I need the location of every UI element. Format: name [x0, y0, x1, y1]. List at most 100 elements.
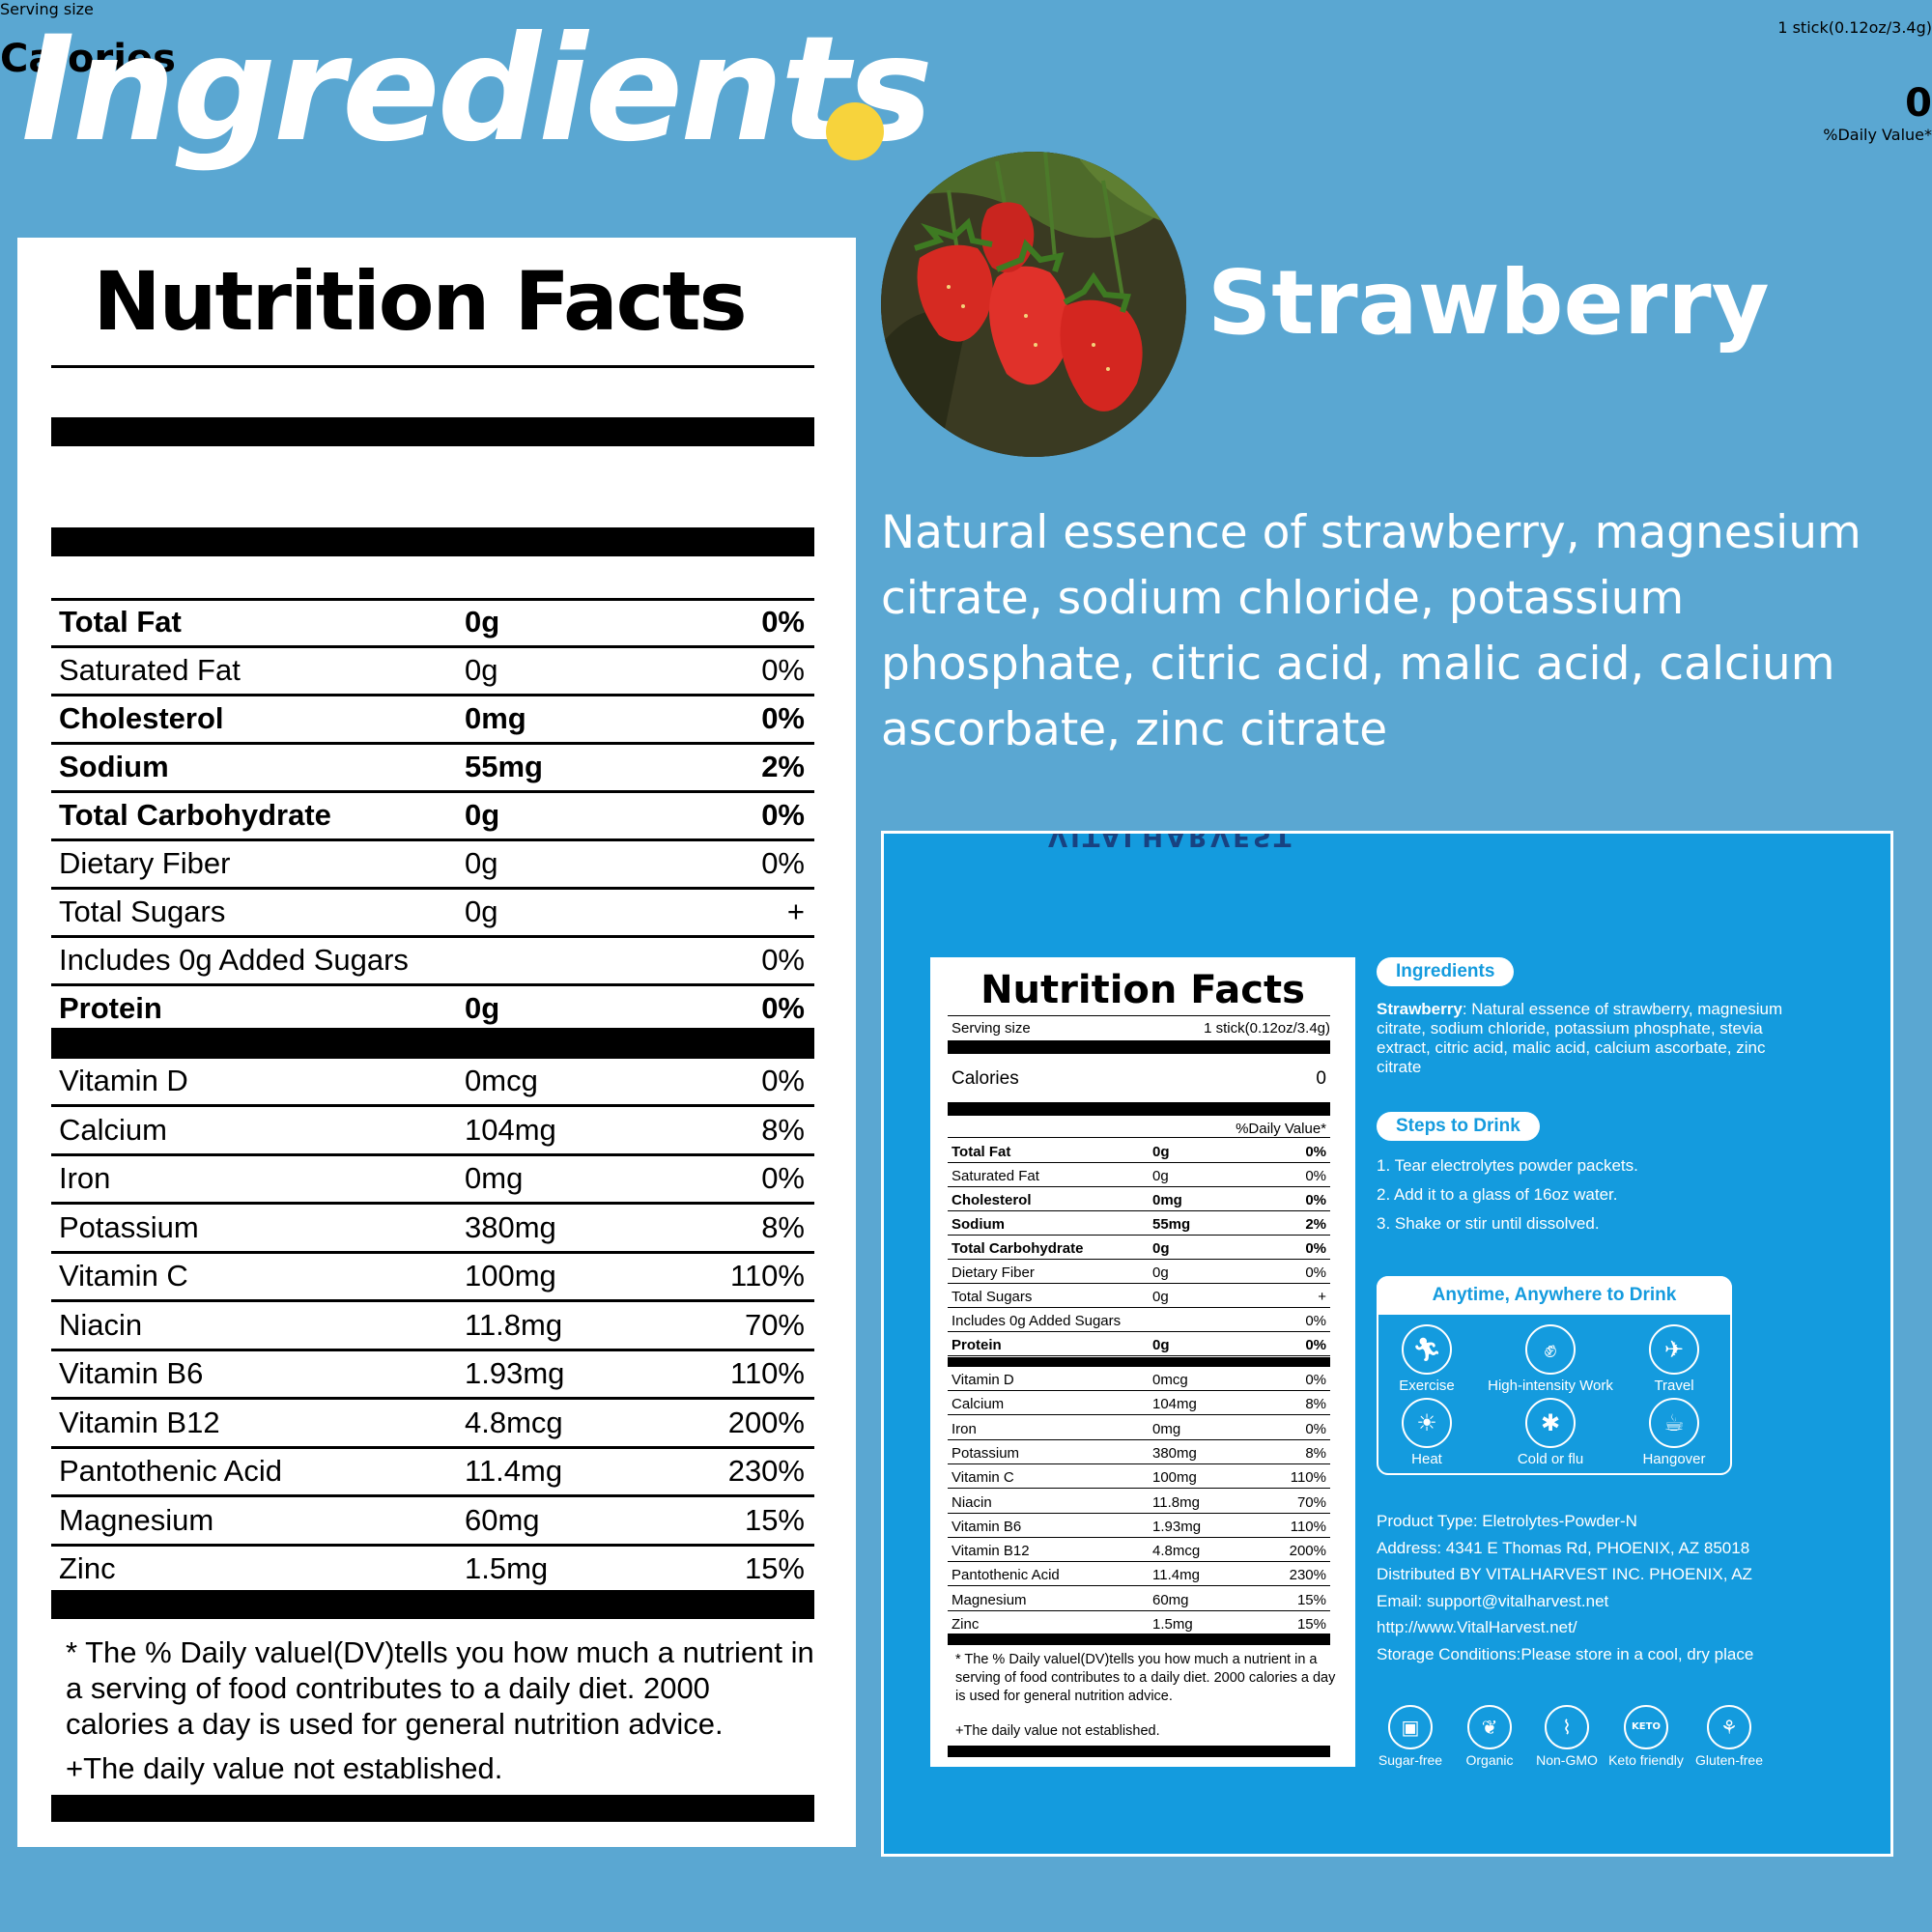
nutrient-row: Saturated Fat 0g 0%	[948, 1163, 1330, 1187]
rule-thick	[948, 1357, 1330, 1367]
nutrient-amount: 4.8mcg	[465, 1405, 563, 1439]
nutrient-amount: 60mg	[465, 1502, 540, 1537]
nutrient-daily-value: 200%	[1289, 1543, 1326, 1560]
box-flavor-name: Strawberry	[1377, 1000, 1463, 1018]
nutrient-amount: 0g	[1152, 1337, 1170, 1353]
nutrient-amount: 1.5mg	[465, 1551, 549, 1585]
plane-icon: ✈︎	[1649, 1324, 1699, 1375]
box-ingredients-list: : Natural essence of strawberry, magnesi…	[1377, 1000, 1783, 1076]
box-footnote-dv: +The daily value not established.	[955, 1723, 1160, 1739]
muscle-icon: ✊︎	[1525, 1324, 1576, 1375]
box-serving-label: Serving size	[952, 1020, 1031, 1037]
serving-size-label: Serving size	[0, 0, 94, 18]
nutrient-amount: 380mg	[1152, 1444, 1197, 1462]
anytime-panel: Anytime, Anywhere to Drink 🏃︎ Exercise ✊…	[1377, 1276, 1732, 1475]
nutrient-row: Includes 0g Added Sugars 0%	[948, 1308, 1330, 1332]
rule	[51, 598, 814, 601]
nutrient-name: Magnesium	[59, 1502, 214, 1537]
nutrient-name: Niacin	[59, 1307, 143, 1342]
rule-thick	[948, 1040, 1330, 1054]
nutrient-daily-value: 0%	[1305, 1264, 1326, 1281]
nutrient-name: Total Sugars	[952, 1289, 1033, 1305]
nutrient-daily-value: 0%	[761, 943, 805, 977]
rule-thick	[948, 1746, 1330, 1757]
storage-conditions: Storage Conditions:Please store in a coo…	[1377, 1645, 1754, 1663]
nutrient-name: Total Carbohydrate	[59, 798, 331, 832]
nutrient-row: Includes 0g Added Sugars 0%	[51, 938, 814, 986]
step-3: 3. Shake or stir until dissolved.	[1377, 1214, 1600, 1233]
nutrient-name: Total Carbohydrate	[952, 1240, 1084, 1257]
nutrient-row: Magnesium 60mg 15%	[948, 1587, 1330, 1611]
sugar-cube-icon: ▣	[1388, 1705, 1433, 1749]
nutrient-daily-value: 8%	[1305, 1444, 1326, 1462]
nutrient-daily-value: 0%	[1305, 1240, 1326, 1257]
use-label: Hangover	[1642, 1451, 1706, 1467]
nutrient-daily-value: 0%	[761, 1161, 805, 1195]
nutrient-amount: 100mg	[1152, 1469, 1197, 1487]
nutrient-daily-value: 2%	[761, 750, 805, 783]
nutrient-row: Zinc 1.5mg 15%	[948, 1611, 1330, 1635]
nutrient-amount: 0g	[465, 653, 498, 687]
nutrient-row: Potassium 380mg 8%	[51, 1206, 814, 1254]
box-footnote: * The % Daily valuel(DV)tells you how mu…	[955, 1652, 1336, 1704]
nutrient-name: Iron	[59, 1161, 111, 1195]
badge-label: Gluten-free	[1694, 1752, 1764, 1768]
distributor: Distributed BY VITALHARVEST INC. PHOENIX…	[1377, 1565, 1752, 1583]
badge-label: Non-GMO	[1536, 1752, 1598, 1768]
nutrient-row: Vitamin D 0mcg 0%	[948, 1367, 1330, 1391]
nutrient-row: Cholesterol 0mg 0%	[948, 1187, 1330, 1211]
nutrient-row: Iron 0mg 0%	[51, 1156, 814, 1205]
nutrient-row: Dietary Fiber 0g 0%	[51, 841, 814, 890]
nutrient-daily-value: 2%	[1305, 1216, 1326, 1233]
nutrient-name: Calcium	[59, 1112, 167, 1147]
box-dv-header: %Daily Value*	[1236, 1121, 1326, 1137]
sun-icon: ☀︎	[1402, 1398, 1452, 1448]
nutrient-amount: 0mg	[465, 1161, 524, 1195]
nutrient-name: Total Fat	[59, 605, 182, 639]
nutrient-daily-value: 110%	[730, 1259, 805, 1293]
nutrient-daily-value: 8%	[761, 1112, 805, 1147]
nutrient-name: Cholesterol	[952, 1192, 1032, 1208]
nutrient-name: Cholesterol	[59, 701, 224, 735]
nutrient-row: Magnesium 60mg 15%	[51, 1498, 814, 1547]
nutrient-name: Vitamin B6	[952, 1518, 1022, 1535]
nutrient-amount: 0g	[465, 991, 500, 1025]
nutrient-row: Vitamin D 0mcg 0%	[51, 1059, 814, 1107]
nutrient-row: Vitamin B6 1.93mg 110%	[51, 1351, 814, 1400]
rule-thick	[948, 1634, 1330, 1645]
nutrient-row: Protein 0g 0%	[51, 986, 814, 1035]
use-label: Travel	[1654, 1378, 1694, 1394]
nutrient-row: Niacin 11.8mg 70%	[948, 1490, 1330, 1514]
nutrient-daily-value: 0%	[1305, 1168, 1326, 1184]
nutrient-daily-value: 0%	[761, 701, 805, 735]
website: http://www.VitalHarvest.net/	[1377, 1618, 1577, 1636]
box-nutrition-facts: Nutrition Facts Serving size 1 stick(0.1…	[930, 957, 1355, 1767]
nutrient-name: Saturated Fat	[952, 1168, 1039, 1184]
nutrient-amount: 0mg	[1152, 1420, 1181, 1437]
nutrient-row: Calcium 104mg 8%	[948, 1391, 1330, 1416]
nutrient-daily-value: 110%	[730, 1356, 805, 1390]
rule-thick	[51, 1795, 814, 1822]
nutrient-row: Pantothenic Acid 11.4mg 230%	[948, 1562, 1330, 1587]
nutrient-row: Niacin 11.8mg 70%	[51, 1303, 814, 1351]
nutrient-row: Total Fat 0g 0%	[948, 1139, 1330, 1163]
nutrient-daily-value: 0%	[1305, 1144, 1326, 1160]
nutrient-daily-value: 0%	[761, 846, 805, 880]
nutrient-daily-value: 110%	[1290, 1518, 1326, 1535]
nutrient-amount: 380mg	[465, 1209, 556, 1244]
nutrient-row: Protein 0g 0%	[948, 1332, 1330, 1356]
nutrient-name: Includes 0g Added Sugars	[59, 943, 409, 977]
nutrient-amount: 1.5mg	[1152, 1616, 1193, 1633]
nutrient-amount: 0g	[1152, 1264, 1169, 1281]
nutrient-amount: 0mg	[1152, 1192, 1182, 1208]
product-type: Product Type: Eletrolytes-Powder-N	[1377, 1512, 1637, 1530]
nutrient-amount: 100mg	[465, 1259, 556, 1293]
nutrient-daily-value: 230%	[1289, 1567, 1326, 1584]
nutrient-daily-value: 110%	[1290, 1469, 1326, 1487]
address: Address: 4341 E Thomas Rd, PHOENIX, AZ 8…	[1377, 1539, 1750, 1557]
nutrient-amount: 0g	[1152, 1289, 1169, 1305]
nutrient-row: Vitamin C 100mg 110%	[51, 1254, 814, 1302]
nutrient-amount: 0g	[465, 846, 498, 880]
nutrient-amount: 55mg	[465, 750, 543, 783]
wheat-icon: ⚘	[1707, 1705, 1751, 1749]
